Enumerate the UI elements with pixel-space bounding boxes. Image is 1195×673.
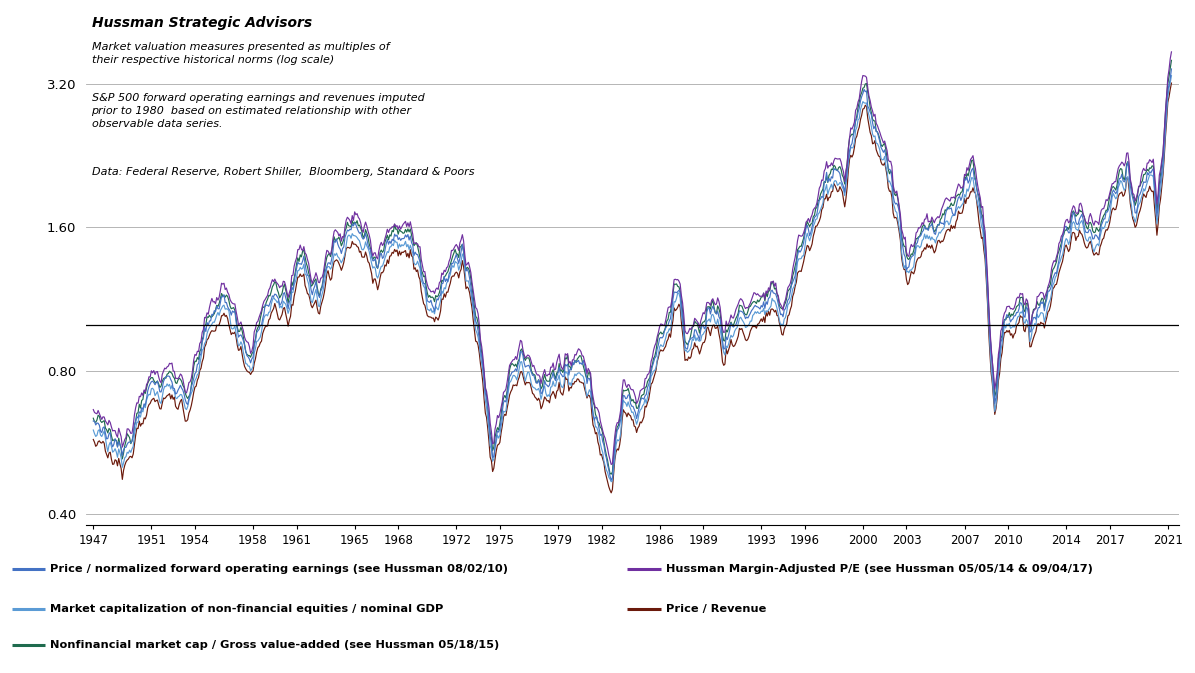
Text: Market valuation measures presented as multiples of
their respective historical : Market valuation measures presented as m… xyxy=(92,42,390,65)
Text: Market capitalization of non-financial equities / nominal GDP: Market capitalization of non-financial e… xyxy=(50,604,443,614)
Text: Hussman Margin-Adjusted P/E (see Hussman 05/05/14 & 09/04/17): Hussman Margin-Adjusted P/E (see Hussman… xyxy=(666,564,1092,573)
Text: Hussman Strategic Advisors: Hussman Strategic Advisors xyxy=(92,16,312,30)
Text: Price / Revenue: Price / Revenue xyxy=(666,604,766,614)
Text: Data: Federal Reserve, Robert Shiller,  Bloomberg, Standard & Poors: Data: Federal Reserve, Robert Shiller, B… xyxy=(92,167,474,177)
Text: S&P 500 forward operating earnings and revenues imputed
prior to 1980  based on : S&P 500 forward operating earnings and r… xyxy=(92,93,424,129)
Text: Price / normalized forward operating earnings (see Hussman 08/02/10): Price / normalized forward operating ear… xyxy=(50,564,508,573)
Text: Nonfinancial market cap / Gross value-added (see Hussman 05/18/15): Nonfinancial market cap / Gross value-ad… xyxy=(50,640,500,649)
